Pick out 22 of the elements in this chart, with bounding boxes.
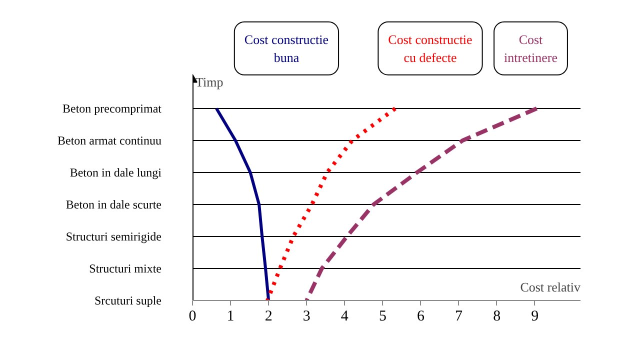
x-tick-label: 2 (264, 308, 272, 324)
x-tick-label: 4 (340, 308, 349, 324)
y-tick-label: Beton armat continuu (58, 134, 162, 148)
x-tick-label: 7 (455, 308, 464, 324)
text: Cost constructie buna (244, 32, 329, 65)
x-tick-label: 1 (226, 308, 234, 324)
x-tick-label: 5 (378, 308, 386, 324)
y-axis-title: Timp (196, 74, 224, 90)
y-tick-label: Structuri mixte (89, 262, 162, 276)
y-tick-label: Beton precomprimat (62, 102, 162, 116)
x-axis-title: Cost relativ (520, 280, 581, 294)
x-tick-label: 3 (302, 308, 310, 324)
y-tick-label: Beton in dale scurte (66, 198, 162, 212)
y-tick-label: Beton in dale lungi (70, 166, 162, 180)
x-tick-label: 8 (493, 308, 501, 324)
x-tick-label: 0 (188, 308, 196, 324)
x-tick-label: 9 (531, 308, 539, 324)
x-tick-label: 6 (416, 308, 425, 324)
y-tick-label: Structuri semirigide (66, 230, 162, 244)
text: Cost constructie cu defecte (388, 32, 473, 65)
y-tick-label: Srcuturi suple (94, 294, 162, 308)
text: Cost intretinere (504, 32, 558, 65)
